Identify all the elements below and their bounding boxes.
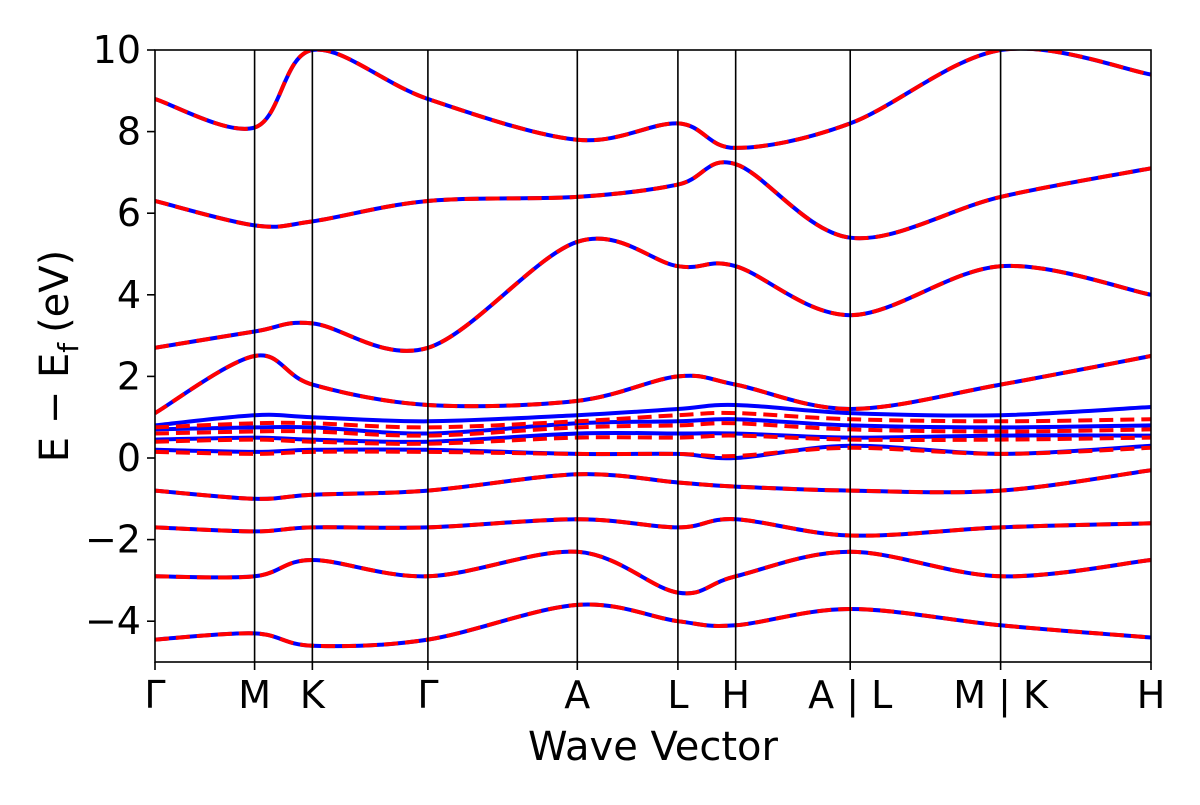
dashed-band-line xyxy=(155,517,1151,538)
x-tick-label: Γ xyxy=(144,673,165,717)
dashed-band-line xyxy=(155,236,1151,353)
solid-band-line xyxy=(155,160,1151,241)
plot-frame xyxy=(154,49,1152,663)
x-tick-label: K xyxy=(300,673,326,717)
y-axis-label-unit: (eV) xyxy=(32,250,78,333)
solid-band-line xyxy=(155,602,1151,649)
y-tick-label: 10 xyxy=(93,28,141,72)
dashed-band-line xyxy=(155,421,1151,438)
bands-layer xyxy=(155,50,1151,649)
y-axis-label-main: E − E xyxy=(32,353,78,463)
y-axis-label-subscript: f xyxy=(52,342,85,353)
y-axis-label: E − Ef (eV) xyxy=(32,250,85,463)
y-tick-label: 8 xyxy=(117,110,141,154)
dashed-band-line xyxy=(155,50,1151,150)
y-tick-label: −2 xyxy=(85,518,141,562)
y-axis-ticks: −4 −2 0 2 4 6 8 10 xyxy=(85,28,155,643)
kpoint-lines xyxy=(253,50,1002,662)
dashed-band-line xyxy=(155,549,1151,596)
y-tick-label: 4 xyxy=(117,273,141,317)
y-tick-label: −4 xyxy=(85,599,141,643)
y-tick-label: 0 xyxy=(117,436,141,480)
solid-band-line xyxy=(155,236,1151,353)
dashed-band-line xyxy=(155,160,1151,241)
dashed-band-line xyxy=(155,445,1151,459)
x-tick-label: M | K xyxy=(953,673,1049,718)
x-tick-label: A | L xyxy=(808,673,892,718)
dashed-band-line xyxy=(155,468,1151,501)
dashed-band-line xyxy=(155,410,1151,430)
solid-band-line xyxy=(155,549,1151,596)
y-tick-label: 6 xyxy=(117,191,141,235)
x-axis-label: Wave Vector xyxy=(528,724,779,770)
solid-band-line xyxy=(155,430,1151,444)
x-tick-label: M xyxy=(238,673,271,717)
solid-band-line xyxy=(155,402,1151,428)
dashed-band-line xyxy=(155,433,1151,446)
dashed-band-line xyxy=(155,353,1151,415)
x-tick-label: H xyxy=(721,673,750,717)
x-tick-label: L xyxy=(667,673,688,717)
x-tick-label: A xyxy=(564,673,590,717)
x-tick-label: H xyxy=(1137,673,1166,717)
y-tick-label: 2 xyxy=(117,354,141,398)
solid-band-line xyxy=(155,417,1151,436)
x-tick-label: Γ xyxy=(417,673,438,717)
dashed-band-line xyxy=(155,602,1151,649)
solid-band-line xyxy=(155,50,1151,150)
